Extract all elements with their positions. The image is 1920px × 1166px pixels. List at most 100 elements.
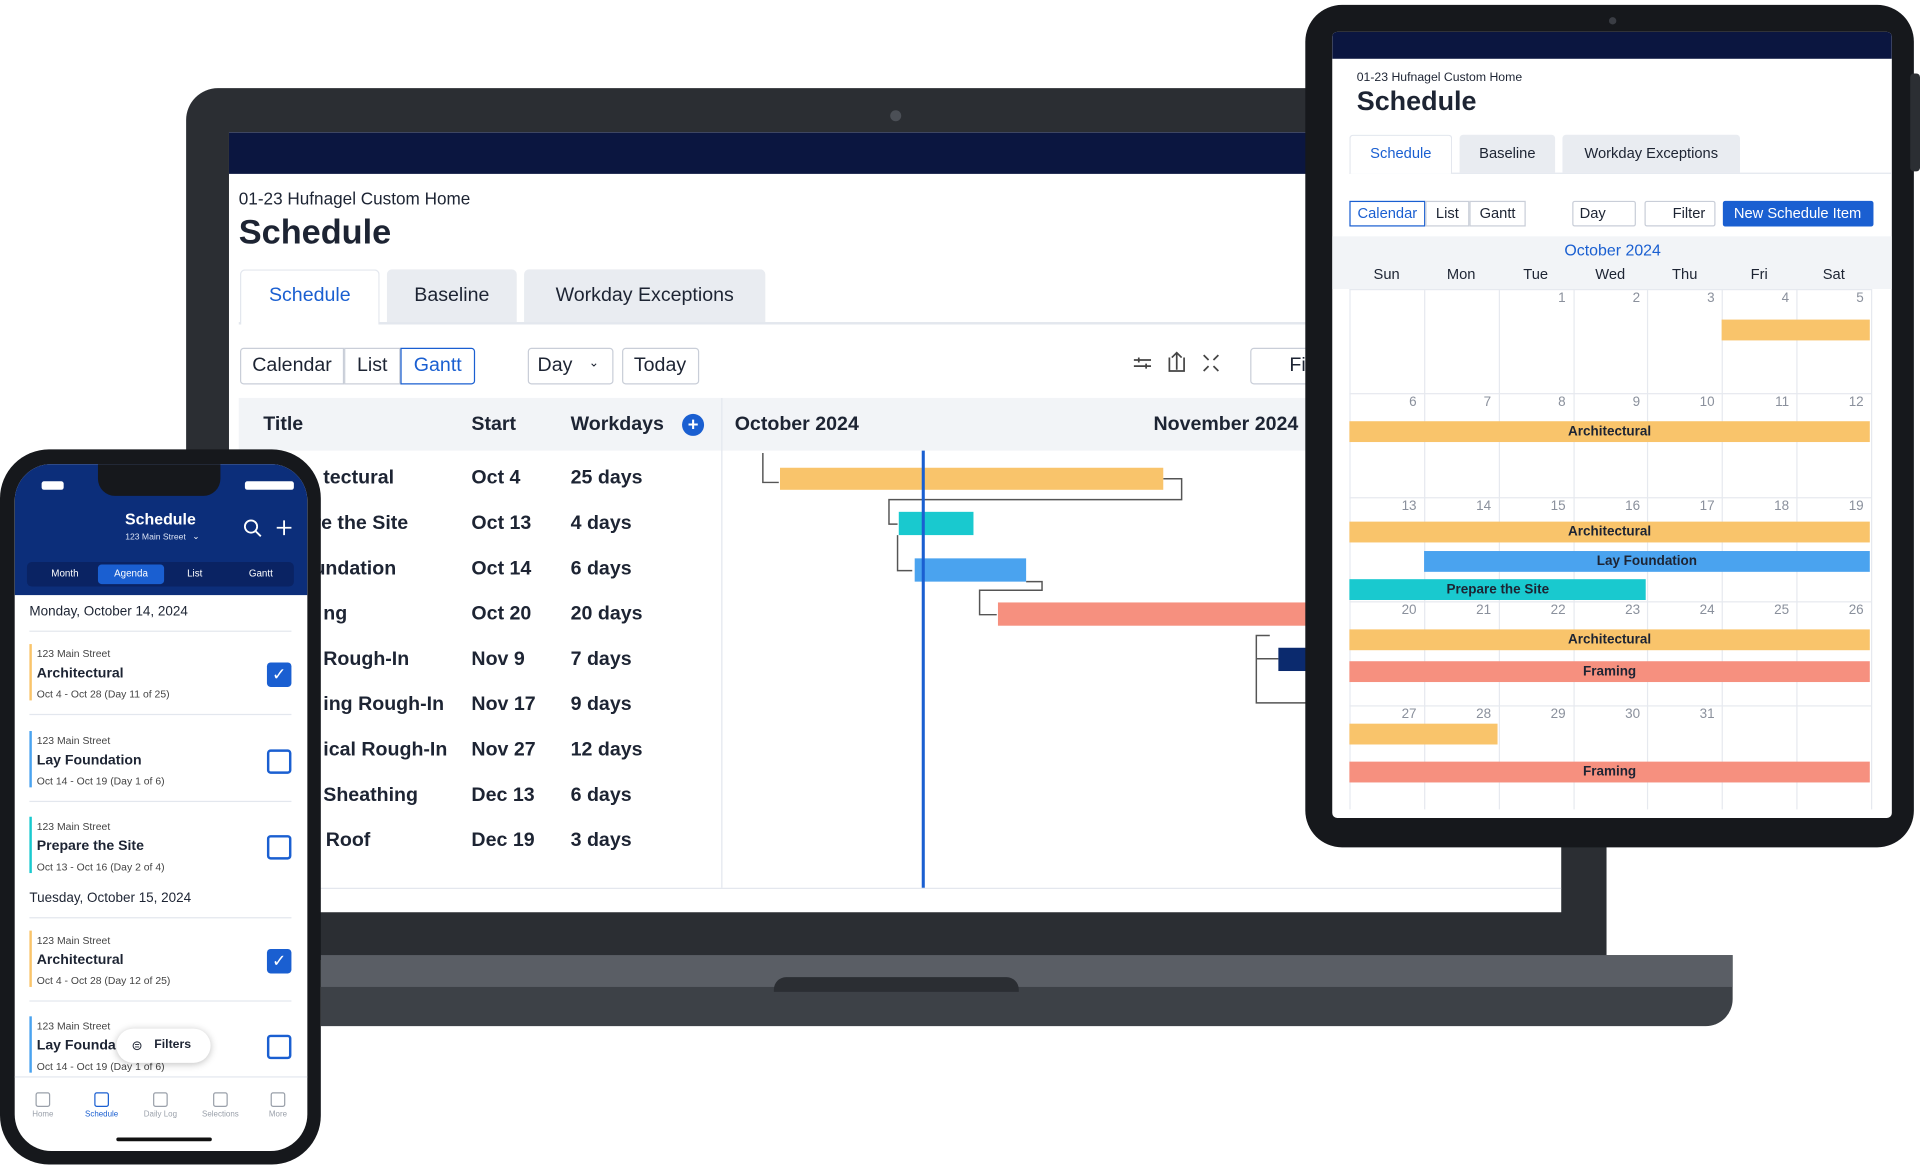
event-bar[interactable] [1349,629,1870,651]
week-line [1349,497,1872,499]
view-button[interactable] [1425,200,1470,227]
filters-label[interactable]: Filters [154,1038,192,1052]
add-column-button[interactable] [682,413,705,436]
tab-label[interactable]: Schedule [268,285,351,307]
task-start: Oct 13 [471,513,532,534]
export-icon[interactable] [1168,351,1185,372]
event-bar[interactable] [1721,319,1870,341]
checkbox[interactable]: ✓ [266,948,292,974]
tab[interactable] [386,269,517,323]
view-button[interactable] [240,347,345,385]
filters-pill[interactable] [116,1028,211,1063]
view-button[interactable] [400,347,476,385]
tab-label[interactable]: Baseline [414,285,490,307]
weekday: Sat [1822,265,1845,283]
segment[interactable]: List [187,568,203,580]
view-button[interactable] [344,347,401,385]
tab[interactable] [524,269,766,323]
event-bar[interactable] [1423,551,1870,572]
project-name: 01-23 Hufnagel Custom Home [1356,71,1523,85]
nav-icon[interactable] [94,1092,109,1107]
event-label[interactable]: Architectural [1568,424,1652,439]
location-picker[interactable]: 123 Main Street [125,533,186,542]
event-bar[interactable] [1349,579,1647,601]
tab-label[interactable]: Schedule [1370,144,1432,162]
checkbox[interactable] [266,835,292,860]
filter-label[interactable]: Fi [1289,355,1306,376]
item-location: 123 Main Street [36,734,111,747]
nav-label[interactable]: Home [32,1110,54,1119]
nav-label[interactable]: Daily Log [143,1110,178,1119]
view-button[interactable] [1349,200,1426,227]
nav-label[interactable]: More [268,1110,288,1119]
tab[interactable] [1562,134,1741,173]
search-icon[interactable] [243,519,259,534]
task-workdays: 6 days [570,784,632,806]
view-label[interactable]: Calendar [252,355,332,376]
event-label[interactable]: Prepare the Site [1446,582,1550,597]
calendar-header [1332,236,1892,289]
event-label[interactable]: Lay Foundation [1596,554,1697,569]
event-bar[interactable] [1349,661,1870,683]
view-label[interactable]: Calendar [1357,204,1418,222]
day-line [1721,288,1724,810]
view-label[interactable]: List [356,355,388,376]
event-label[interactable]: Framing [1583,664,1637,679]
segment[interactable]: Month [51,568,79,580]
nav-icon[interactable] [35,1092,51,1107]
period-label[interactable]: Day [1579,204,1606,222]
event-label[interactable]: Architectural [1568,632,1652,648]
view-button[interactable] [1469,200,1526,227]
today-button[interactable] [622,347,700,385]
tab[interactable] [1349,134,1453,174]
period-dropdown[interactable] [527,347,614,385]
filter-button[interactable] [1644,200,1716,227]
tab-label[interactable]: Workday Exceptions [1584,144,1719,162]
day-number: 5 [1856,290,1864,306]
event-bar[interactable] [1349,761,1870,783]
gantt-chart [762,351,1317,888]
event-bar[interactable] [1349,421,1870,443]
connector [888,478,1183,525]
view-label[interactable]: Gantt [1479,204,1516,222]
nav-label[interactable]: Schedule [85,1110,119,1119]
settings-icon[interactable] [1133,357,1152,369]
nav-icon[interactable] [153,1092,168,1107]
new-item-label[interactable]: New Schedule Item [1733,204,1862,222]
segment[interactable]: Agenda [114,568,148,580]
filter-label[interactable]: Filter [1672,204,1706,222]
today-label[interactable]: Today [633,355,687,376]
event-bar[interactable] [1349,723,1498,745]
nav-icon[interactable] [213,1092,228,1107]
add-icon[interactable] [276,520,292,536]
day-number: 9 [1632,394,1641,410]
collapse-icon[interactable] [1203,354,1219,372]
task-workdays: 20 days [570,603,643,625]
event-label[interactable]: Architectural [1568,524,1652,540]
event-bar[interactable] [1349,521,1870,543]
weekday: Mon [1446,265,1476,283]
checkbox[interactable]: ✓ [266,662,292,687]
view-label[interactable]: Gantt [413,355,462,376]
tab-label[interactable]: Workday Exceptions [555,285,734,307]
page-title: Schedule [238,213,392,252]
new-item-button[interactable] [1722,200,1874,227]
segment[interactable]: Gantt [248,568,273,580]
item-accent [29,644,32,701]
period-dropdown[interactable] [1572,200,1636,227]
event-label[interactable]: Framing [1583,764,1637,780]
nav-label[interactable]: Selections [202,1110,239,1119]
nav-icon[interactable] [270,1092,286,1107]
period-label[interactable]: Day [537,355,573,376]
task-workdays: 4 days [570,513,632,534]
page-title: Schedule [1356,85,1477,117]
day-number: 3 [1707,290,1715,306]
tab[interactable] [240,269,380,325]
view-label[interactable]: List [1435,204,1459,222]
checkbox[interactable] [266,1034,292,1060]
day-number: 10 [1699,394,1715,410]
tab-label[interactable]: Baseline [1479,144,1536,162]
weekday: Wed [1595,265,1626,283]
tab[interactable] [1459,134,1556,173]
checkbox[interactable] [266,749,292,774]
